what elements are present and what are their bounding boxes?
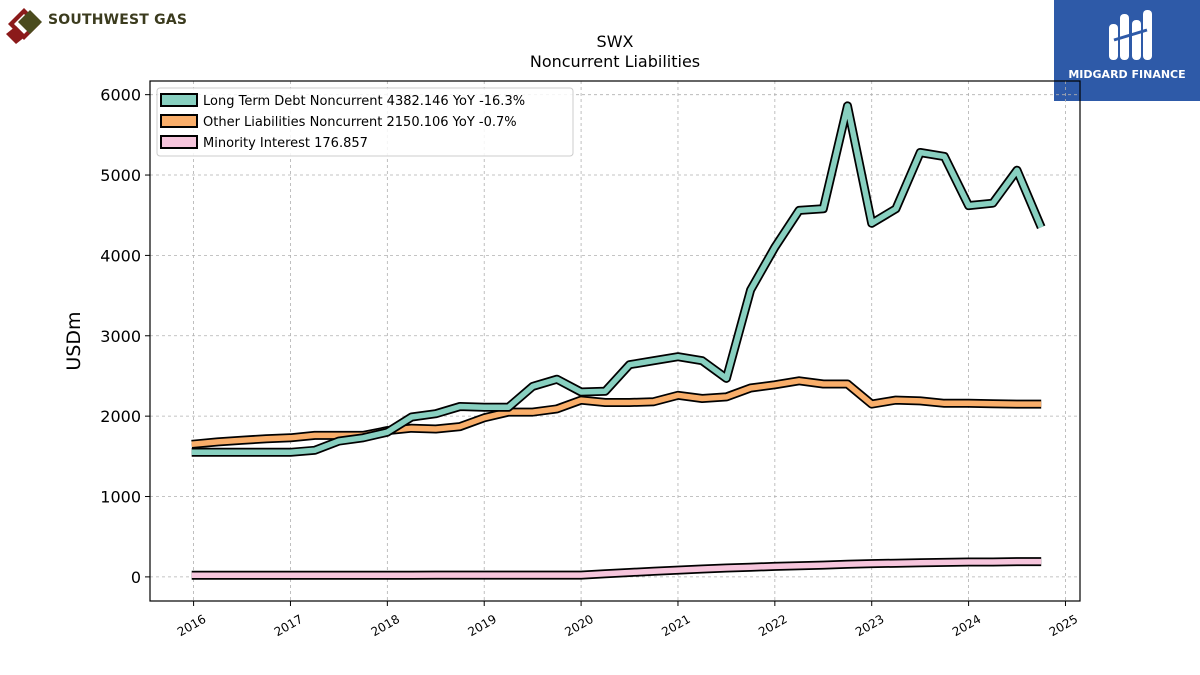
y-tick-label: 4000 [100, 246, 141, 265]
x-tick-label: 2024 [950, 612, 983, 639]
legend-entry: Long Term Debt Noncurrent 4382.146 YoY -… [203, 94, 525, 109]
legend-swatch [160, 114, 198, 128]
legend-entry: Minority Interest 176.857 [203, 136, 368, 151]
y-tick-label: 0 [131, 568, 141, 587]
x-tick-label: 2022 [756, 612, 789, 639]
x-tick-label: 2019 [465, 612, 498, 639]
series-line [191, 558, 1042, 579]
midgard-logo-icon [1109, 10, 1152, 60]
chart-subtitle: Noncurrent Liabilities [529, 52, 701, 71]
series-line [191, 103, 1044, 456]
x-tick-label: 2016 [175, 612, 208, 639]
x-tick-label: 2021 [659, 612, 692, 639]
chart-title: SWX [596, 32, 634, 51]
x-tick-label: 2023 [853, 612, 886, 639]
company-logo-text: SOUTHWEST GAS [48, 12, 188, 28]
x-tick-label: 2017 [272, 612, 305, 639]
x-tick-label: 2018 [369, 612, 402, 639]
y-tick-label: 3000 [100, 327, 141, 346]
y-axis-label: USDm [63, 311, 85, 370]
y-tick-label: 1000 [100, 488, 141, 507]
y-tick-label: 5000 [100, 166, 141, 185]
x-tick-label: 2020 [562, 612, 595, 639]
publisher-logo-text: MIDGARD FINANCE [1068, 68, 1186, 81]
company-logo-icon [6, 8, 42, 44]
plot-frame [149, 80, 1081, 602]
legend-swatch [160, 135, 198, 149]
x-tick-label: 2025 [1047, 612, 1080, 639]
series-line [191, 378, 1042, 448]
publisher-logo: MIDGARD FINANCE [1054, 0, 1200, 101]
y-tick-label: 6000 [100, 86, 141, 105]
legend-swatch [160, 93, 198, 107]
y-tick-label: 2000 [100, 407, 141, 426]
legend-entry: Other Liabilities Noncurrent 2150.106 Yo… [203, 115, 517, 130]
legend-box [156, 87, 574, 157]
